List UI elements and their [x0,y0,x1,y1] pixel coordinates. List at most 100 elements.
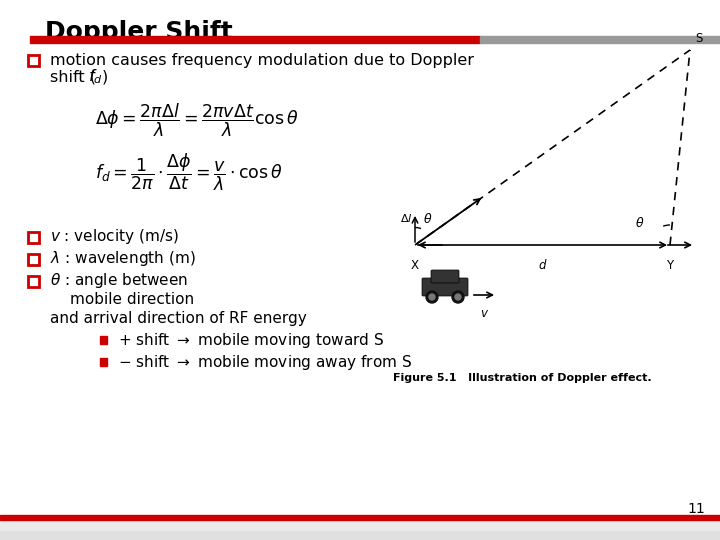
Bar [0,126,720,135]
Bar [0,504,720,513]
Circle shape [452,291,464,303]
Text: $-$ shift $\rightarrow$ mobile moving away from S: $-$ shift $\rightarrow$ mobile moving aw… [118,353,412,372]
Bar [0,261,720,270]
Text: $f_d$: $f_d$ [88,68,103,86]
Bar [0,198,720,207]
Bar [28,232,39,243]
Bar [0,288,720,297]
Bar [0,171,720,180]
Bar [0,531,720,540]
Text: $\theta$: $\theta$ [635,216,644,230]
Bar [100,336,107,344]
Text: $\Delta l$: $\Delta l$ [400,212,413,224]
Bar [0,63,720,72]
Bar [0,0,720,9]
Bar [0,90,720,99]
Bar [390,20,710,390]
Bar [0,441,720,450]
Bar [0,243,720,252]
Circle shape [455,294,461,300]
Text: $\lambda$ : wavelength (m): $\lambda$ : wavelength (m) [50,249,196,268]
Bar [0,315,720,324]
Bar [0,108,720,117]
Bar [0,450,720,459]
Circle shape [426,291,438,303]
Bar [0,360,720,369]
Bar [28,55,39,66]
Bar [0,333,720,342]
Bar [0,324,720,333]
Bar [0,423,720,432]
Text: motion causes frequency modulation due to Doppler: motion causes frequency modulation due t… [50,52,474,68]
Text: Figure 5.1   Illustration of Doppler effect.: Figure 5.1 Illustration of Doppler effec… [393,373,652,383]
Bar [0,369,720,378]
Bar [480,36,720,43]
Bar [0,99,720,108]
Bar [0,515,720,520]
Text: $f_d = \dfrac{1}{2\pi} \cdot \dfrac{\Delta\phi}{\Delta t} = \dfrac{v}{\lambda} \: $f_d = \dfrac{1}{2\pi} \cdot \dfrac{\Del… [95,151,282,193]
Bar [0,342,720,351]
Bar [0,522,720,531]
Bar [0,216,720,225]
Text: and arrival direction of RF energy: and arrival direction of RF energy [50,312,307,327]
Bar [0,459,720,468]
Text: shift (: shift ( [50,70,96,84]
Bar [0,468,720,477]
Bar [0,180,720,189]
Bar [0,351,720,360]
Bar [0,405,720,414]
Text: d: d [539,259,546,272]
Bar [28,254,39,265]
Text: 11: 11 [688,502,705,516]
Bar [0,306,720,315]
Bar [0,378,720,387]
Text: $+$ shift $\rightarrow$ mobile moving toward S: $+$ shift $\rightarrow$ mobile moving to… [118,330,384,349]
Bar [0,396,720,405]
Bar [0,81,720,90]
Bar [0,162,720,171]
Bar [0,225,720,234]
Text: $\theta$ : angle between: $\theta$ : angle between [50,272,188,291]
Bar [0,486,720,495]
Bar [0,414,720,423]
Text: ): ) [102,70,108,84]
Bar [0,18,720,27]
Bar [0,432,720,441]
Bar [0,135,720,144]
Bar [0,495,720,504]
Bar [0,252,720,261]
Bar [0,153,720,162]
Bar [0,117,720,126]
Bar [0,189,720,198]
Bar [0,477,720,486]
Bar [28,276,39,287]
Bar [30,36,480,43]
FancyBboxPatch shape [431,270,459,283]
Bar [0,72,720,81]
Bar [0,9,720,18]
Bar [0,279,720,288]
Text: $\theta$: $\theta$ [423,212,433,226]
Circle shape [429,294,435,300]
Text: S: S [695,32,703,45]
Text: $\Delta\phi = \dfrac{2\pi\Delta l}{\lambda} = \dfrac{2\pi v\Delta t}{\lambda}\co: $\Delta\phi = \dfrac{2\pi\Delta l}{\lamb… [95,102,298,139]
FancyBboxPatch shape [422,278,468,296]
Bar [0,45,720,54]
Text: $v$ : velocity (m/s): $v$ : velocity (m/s) [50,227,179,246]
Bar [0,36,720,45]
Bar [0,207,720,216]
Bar [0,144,720,153]
Text: mobile direction: mobile direction [70,293,194,307]
Bar [0,27,720,36]
Bar [0,54,720,63]
Text: Doppler Shift: Doppler Shift [45,20,233,44]
Text: X: X [411,259,419,272]
Bar [0,513,720,522]
Bar [0,387,720,396]
Bar [0,234,720,243]
Bar [0,270,720,279]
Text: v: v [480,307,487,320]
Bar [0,297,720,306]
Text: Y: Y [667,259,674,272]
Bar [100,358,107,366]
